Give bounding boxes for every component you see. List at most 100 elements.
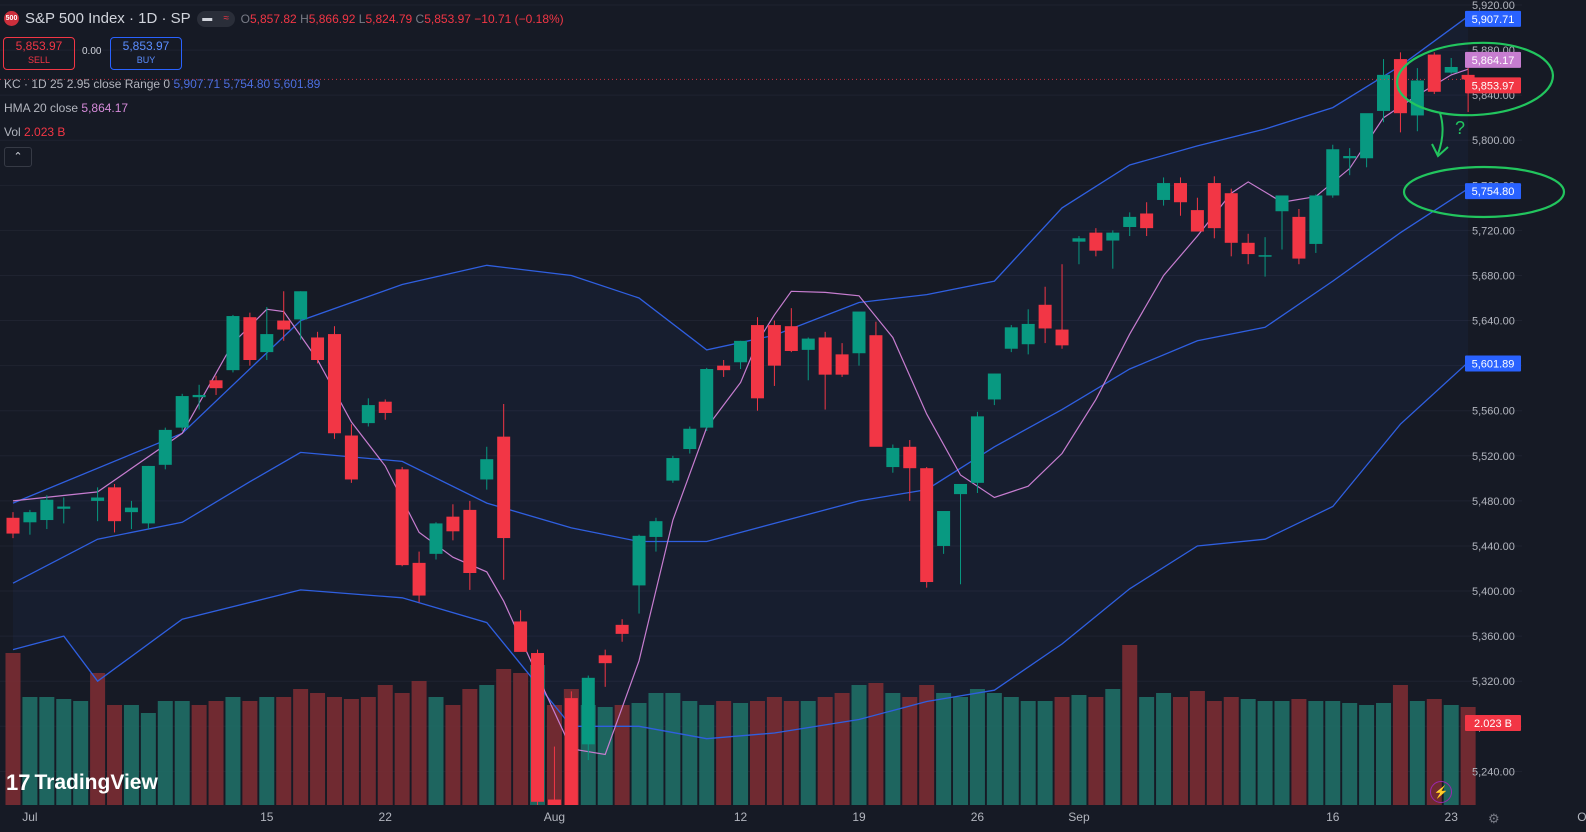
volume-bar — [1206, 701, 1222, 805]
candle-body — [23, 512, 37, 523]
candle-body — [767, 325, 781, 366]
candle — [666, 455, 680, 483]
candle-body — [1275, 195, 1289, 212]
time-tick: Sep — [1068, 810, 1090, 824]
volume-bar — [1020, 701, 1036, 805]
candle-body — [1021, 323, 1035, 345]
hma-badge-text: 5,864.17 — [1472, 55, 1515, 67]
candle — [581, 675, 595, 761]
volume-bar — [90, 673, 106, 805]
hma-badge — [1465, 51, 1521, 68]
volume-bar — [953, 697, 969, 805]
volume-bar — [157, 701, 173, 805]
candle — [446, 504, 460, 541]
candle-body — [666, 458, 680, 481]
last-price-badge-text: 5,853.97 — [1472, 80, 1515, 92]
candle-body — [361, 405, 375, 424]
symbol-title[interactable]: S&P 500 Index · 1D · SP — [25, 10, 191, 27]
candle-body — [158, 429, 172, 465]
volume-bar — [1240, 699, 1256, 805]
candle-body — [734, 340, 748, 363]
buy-button[interactable]: 5,853.97 BUY — [110, 37, 182, 70]
candle-body — [1140, 213, 1154, 229]
minus-icon[interactable]: ▬ — [202, 13, 213, 24]
volume-bar — [1122, 645, 1138, 805]
volume-bar — [783, 701, 799, 805]
candle — [1207, 176, 1221, 239]
candle-body — [260, 334, 274, 353]
candle — [294, 291, 308, 340]
candle — [1326, 144, 1340, 198]
candle — [429, 522, 443, 560]
price-tick: 5,920.00 — [1472, 0, 1515, 12]
candle — [40, 495, 54, 530]
candle-body — [1410, 80, 1424, 116]
volume-bar — [208, 701, 224, 805]
volume-bar — [276, 697, 292, 805]
volume-bar — [343, 699, 359, 805]
volume-bar — [496, 669, 512, 805]
kc-lower-badge-text: 5,601.89 — [1472, 359, 1515, 371]
volume-bar — [293, 689, 309, 805]
volume-bar — [614, 705, 630, 805]
spread-value: 0.00 — [82, 46, 102, 57]
candle — [801, 337, 815, 381]
time-tick: Jul — [22, 810, 37, 824]
candle-body — [209, 380, 223, 389]
candle — [784, 308, 798, 353]
vol-legend[interactable]: Vol 2.023 B — [4, 125, 66, 139]
settings-icon[interactable]: ⚙ — [1488, 811, 1500, 826]
candle-body — [226, 316, 240, 371]
hma-legend[interactable]: HMA 20 close 5,864.17 — [4, 101, 129, 115]
volume-bar — [682, 701, 698, 805]
candle-body — [920, 468, 934, 583]
price-tick: 5,320.00 — [1472, 676, 1515, 688]
candle-body — [750, 325, 764, 399]
lightning-icon[interactable]: ⚡ — [1430, 781, 1452, 803]
candle-body — [1393, 59, 1407, 114]
candle — [344, 424, 358, 483]
candle — [327, 326, 341, 439]
candle-body — [378, 401, 392, 413]
candle — [463, 500, 477, 590]
candle-body — [1072, 238, 1086, 242]
candle-body — [6, 517, 20, 534]
candle — [158, 427, 172, 470]
candle-body — [124, 507, 138, 513]
volume-bar — [310, 693, 326, 805]
candle — [6, 512, 20, 539]
volume-bar — [242, 701, 258, 805]
time-tick: 12 — [734, 810, 748, 824]
header-tools[interactable]: ▬ ≈ — [196, 10, 235, 27]
volume-bar — [1105, 689, 1121, 805]
candle — [1123, 212, 1137, 237]
last-price-badge — [1465, 77, 1521, 94]
price-tick: 5,400.00 — [1472, 586, 1515, 598]
volume-bar — [1308, 701, 1324, 805]
time-tick: 26 — [971, 810, 985, 824]
sell-button[interactable]: 5,853.97 SELL — [3, 37, 75, 70]
candle — [1241, 233, 1255, 265]
candle — [886, 444, 900, 473]
volume-bar — [665, 693, 681, 805]
candle-body — [294, 291, 308, 320]
candle — [683, 426, 697, 454]
symbol-header: 500 S&P 500 Index · 1D · SP ▬ ≈ O5,857.8… — [4, 10, 564, 27]
volume-bar — [1172, 697, 1188, 805]
candle-body — [344, 435, 358, 480]
candle — [1140, 202, 1154, 237]
wave-icon[interactable]: ≈ — [223, 13, 230, 24]
candle-body — [717, 365, 731, 371]
kc-legend[interactable]: KC · 1D 25 2.95 close Range 0 5,907.71 5… — [4, 77, 321, 91]
candle — [1427, 52, 1441, 95]
volume-bar — [749, 701, 765, 805]
volume-badge — [1465, 715, 1521, 731]
chevron-up-icon[interactable]: ⌃ — [4, 147, 32, 167]
volume-bar — [699, 705, 715, 805]
sp500-logo: 500 — [4, 11, 19, 26]
volume-bar — [851, 685, 867, 805]
candle-body — [852, 311, 866, 354]
price-tick: 5,560.00 — [1472, 406, 1515, 418]
candle — [412, 551, 426, 603]
